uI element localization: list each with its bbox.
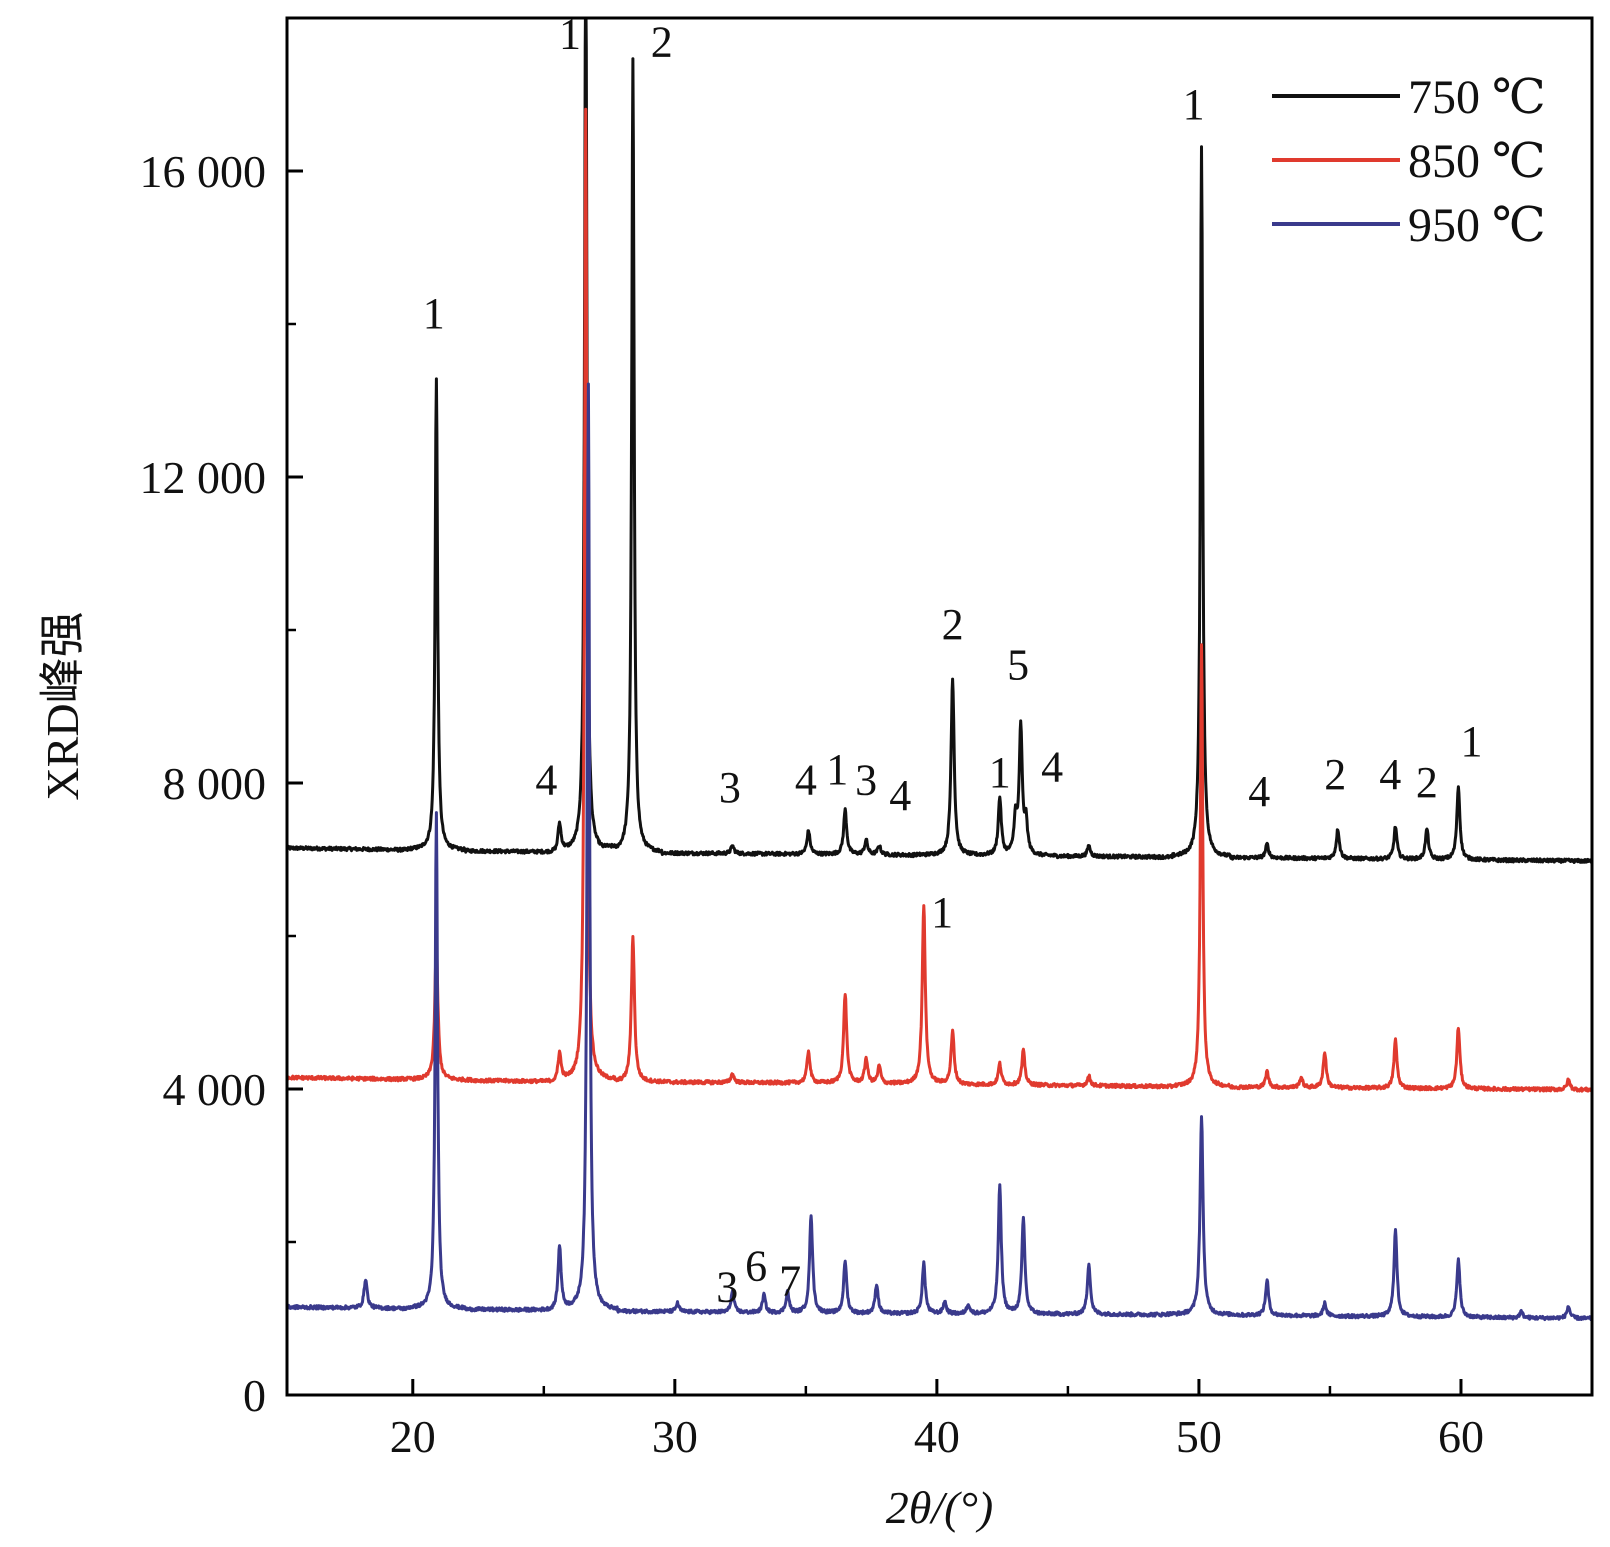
x-tick-label: 30 xyxy=(652,1411,698,1462)
peak-label: 1 xyxy=(1183,80,1205,129)
peak-label: 4 xyxy=(1248,767,1270,816)
peak-label: 2 xyxy=(1324,750,1346,799)
peak-label: 3 xyxy=(716,1263,738,1312)
peak-label: 4 xyxy=(1379,750,1401,799)
x-tick-label: 40 xyxy=(914,1411,960,1462)
x-axis-ticks: 20 30 40 50 60 xyxy=(390,1379,1484,1462)
peak-label: 1 xyxy=(423,289,445,338)
plot-frame xyxy=(285,16,1594,1397)
legend-label: 950 ℃ xyxy=(1408,199,1546,252)
legend-label: 750 ℃ xyxy=(1408,71,1546,124)
y-tick-label: 4 000 xyxy=(163,1064,267,1115)
peak-label: 4 xyxy=(1041,742,1063,791)
peak-label: 2 xyxy=(942,600,964,649)
y-axis-title: XRD峰强 xyxy=(37,611,88,800)
plot-series xyxy=(287,18,1592,1322)
peak-label: 2 xyxy=(651,17,673,66)
peak-label: 1 xyxy=(559,10,581,59)
peak-label: 4 xyxy=(535,755,557,804)
y-tick-label: 16 000 xyxy=(140,146,267,197)
peak-label: 1 xyxy=(931,888,953,937)
peak-label: 6 xyxy=(745,1241,767,1290)
peak-label: 5 xyxy=(1007,641,1029,690)
y-tick-label: 0 xyxy=(243,1370,266,1421)
x-tick-label: 50 xyxy=(1176,1411,1222,1462)
legend-label: 850 ℃ xyxy=(1408,135,1546,188)
y-axis-ticks: 0 4 000 8 000 12 000 16 000 xyxy=(140,146,303,1421)
legend: 750 ℃ 850 ℃ 950 ℃ xyxy=(1272,71,1546,252)
y-tick-label: 12 000 xyxy=(140,452,267,503)
peak-label: 1 xyxy=(826,745,848,794)
peak-label: 4 xyxy=(795,755,817,804)
series-line-1 xyxy=(287,18,1592,865)
y-tick-label: 8 000 xyxy=(163,758,267,809)
series-line-2 xyxy=(287,107,1592,1093)
peak-label: 1 xyxy=(989,748,1011,797)
peak-label: 3 xyxy=(855,755,877,804)
peak-label: 1 xyxy=(1460,717,1482,766)
x-tick-label: 60 xyxy=(1438,1411,1484,1462)
peak-label: 7 xyxy=(779,1257,801,1306)
series-line-3 xyxy=(287,382,1592,1322)
peak-label: 3 xyxy=(719,763,741,812)
peak-label: 2 xyxy=(1416,758,1438,807)
x-tick-label: 20 xyxy=(390,1411,436,1462)
x-axis-title: 2θ/(°) xyxy=(886,1482,993,1533)
peak-label: 4 xyxy=(889,771,911,820)
